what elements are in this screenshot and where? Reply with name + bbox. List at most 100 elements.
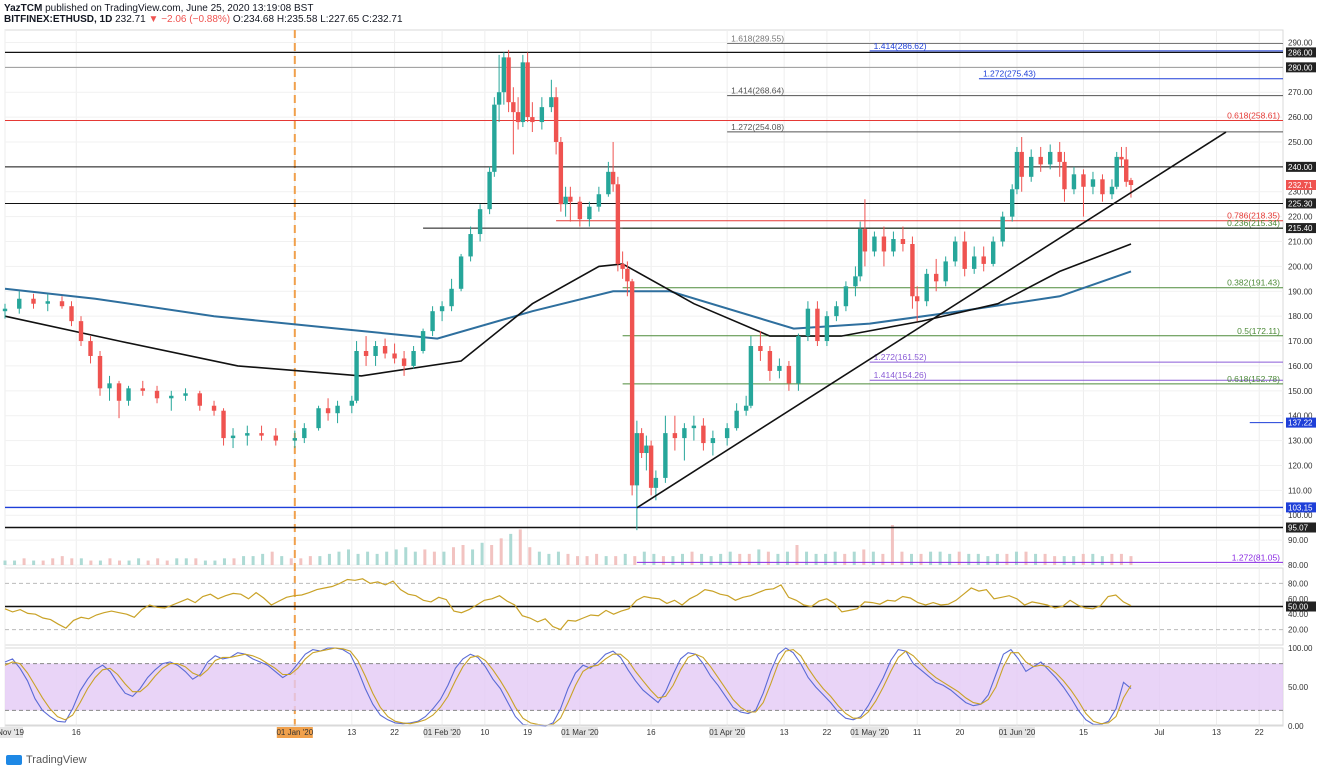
volume-bar [757,549,761,565]
volume-bars [3,525,1133,565]
volume-bar [890,525,894,565]
candle-body [107,383,112,389]
volume-bar [461,545,465,565]
level-label: 1.414(286.62) [874,41,927,51]
candle-body [553,97,559,142]
level-label: 1.618(289.55) [731,34,784,44]
x-tick-badge [851,727,888,738]
price-badge [1286,180,1316,191]
price-tick-label: 120.00 [1288,461,1313,470]
candle-body [230,435,236,439]
price-tick-label: 170.00 [1288,337,1313,346]
candle-body [710,438,716,444]
volume-bar [480,542,484,565]
moving-average-line [4,270,1132,340]
footer-brand[interactable]: TradingView [6,754,87,766]
volume-bar [910,553,914,565]
rsi-pane [4,578,1283,631]
candle-body [682,428,687,439]
candles [2,49,1134,531]
volume-bar [595,553,599,565]
volume-bar [175,558,179,565]
candle-body [634,433,640,486]
price-badge-label: 103.15 [1288,503,1313,512]
volume-bar [785,551,789,565]
volume-bar [585,556,589,565]
candle-body [748,346,754,406]
candle-body [620,263,625,269]
x-tick-label: 19 [523,728,532,737]
price-tick-label: 200.00 [1288,262,1313,271]
stoch-line [4,647,1132,727]
symbol[interactable]: BITFINEX:ETHUSD, 1D [4,14,113,25]
candle-body [857,229,863,277]
candle-body [743,405,749,411]
volume-bar [127,560,131,565]
volume-bar [1081,553,1085,565]
level-label: 1.272(254.08) [731,122,784,132]
candle-body [563,196,568,205]
x-tick-label: 01 Mar '20 [561,728,599,737]
x-tick-label: 20 [955,728,964,737]
candle-body [1014,151,1020,190]
author[interactable]: YazTCM [4,3,43,14]
price-tick-label: 220.00 [1288,213,1313,222]
candle-body [449,288,454,307]
candle-body [439,306,445,312]
volume-bar [1072,556,1076,565]
price-badge-label: 95.07 [1288,524,1309,533]
pane-frame [4,29,1284,566]
volume-bar [165,560,169,565]
candle-body [653,477,659,488]
volume-bar [1034,553,1038,565]
candle-body [69,306,74,322]
brand-name: TradingView [26,754,87,766]
price-tick-label: 190.00 [1288,287,1313,296]
candle-body [335,405,340,414]
candle-body [382,346,388,354]
candle-body [363,351,369,356]
candle-body [577,201,583,220]
candle-body [501,57,507,93]
candle-body [701,425,706,444]
candle-body [169,395,174,399]
volume-bar [1005,553,1009,565]
volume-bar [375,553,379,565]
price-change: −2.06 (−0.88%) [161,14,231,25]
price-badge [1286,198,1316,209]
volume-bar [1053,556,1057,565]
volume-bar [919,553,923,565]
candle-body [943,261,948,282]
candle-body [373,346,378,356]
volume-bar [490,545,494,565]
x-tick-label: 01 May '20 [850,728,889,737]
volume-bar [471,549,475,565]
volume-bar [404,547,408,565]
stoch-pane [4,647,1283,727]
candle-body [349,400,355,406]
candle-body [881,236,887,252]
price-tick-label: 250.00 [1288,138,1313,147]
volume-bar [423,549,427,565]
volume-bar [938,551,942,565]
level-label: 1.272(161.52) [874,352,927,362]
volume-bar [824,553,828,565]
candle-body [891,239,896,252]
rsi-tick-label: 20.00 [1288,626,1309,635]
volume-bar [318,556,322,565]
volume-bar [327,553,331,565]
level-label: 0.236(215.34) [1227,218,1280,228]
volume-bar [356,553,360,565]
candle-body [458,256,464,289]
candle-body [1038,156,1043,165]
candle-body [140,388,145,391]
volume-bar [79,558,83,565]
rsi-line [4,578,1132,631]
volume-bar [308,556,312,565]
x-tick-label: 01 Feb '20 [423,728,461,737]
candle-body [292,438,298,441]
price-tick-label: 180.00 [1288,312,1313,321]
candle-body [910,244,915,297]
candle-body [734,410,739,429]
